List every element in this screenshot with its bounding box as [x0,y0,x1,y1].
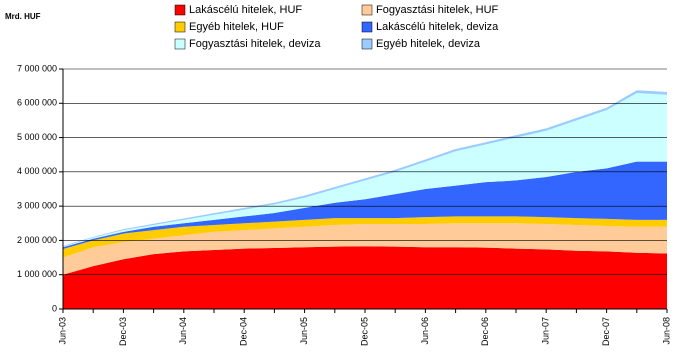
legend-swatch [361,4,373,16]
legend-label: Lakáscélú hitelek, deviza [376,21,499,33]
legend-swatch [174,38,186,50]
x-tick-label: Dec-04 [239,317,249,346]
legend-swatch [361,38,373,50]
x-tick-label: Jun-07 [541,317,551,345]
x-tick-label: Jun-06 [420,317,430,345]
x-tick-label: Dec-03 [118,317,128,346]
y-axis-label: Mrd. HUF [5,12,41,21]
legend-swatch [361,21,373,33]
x-tick-label: Jun-04 [178,317,188,345]
legend-label: Lakáscélú hitelek, HUF [189,4,302,16]
x-tick-label: Jun-03 [57,317,67,345]
legend-label: Egyéb hitelek, deviza [376,38,481,50]
y-tick-label: 2 000 000 [17,235,57,245]
area [63,246,667,309]
legend-swatch [174,4,186,16]
y-tick-label: 6 000 000 [17,98,57,108]
area [63,93,667,248]
x-tick-label: Dec-06 [480,317,490,346]
legend-label: Fogyasztási hitelek, HUF [376,4,499,16]
y-tick-label: 3 000 000 [17,201,57,211]
y-tick-label: 7 000 000 [17,63,57,73]
legend-label: Egyéb hitelek, HUF [189,21,284,33]
x-tick-label: Jun-08 [661,317,671,345]
area [63,223,667,275]
area [63,216,667,258]
area [63,161,667,249]
y-tick-label: 0 [52,303,57,313]
x-tick-label: Dec-07 [601,317,611,346]
x-tick-label: Dec-05 [359,317,369,346]
y-tick-label: 1 000 000 [17,269,57,279]
legend-swatch [174,21,186,33]
x-tick-label: Jun-05 [299,317,309,345]
legend-label: Fogyasztási hitelek, deviza [189,38,321,50]
y-tick-label: 4 000 000 [17,166,57,176]
y-tick-label: 5 000 000 [17,132,57,142]
